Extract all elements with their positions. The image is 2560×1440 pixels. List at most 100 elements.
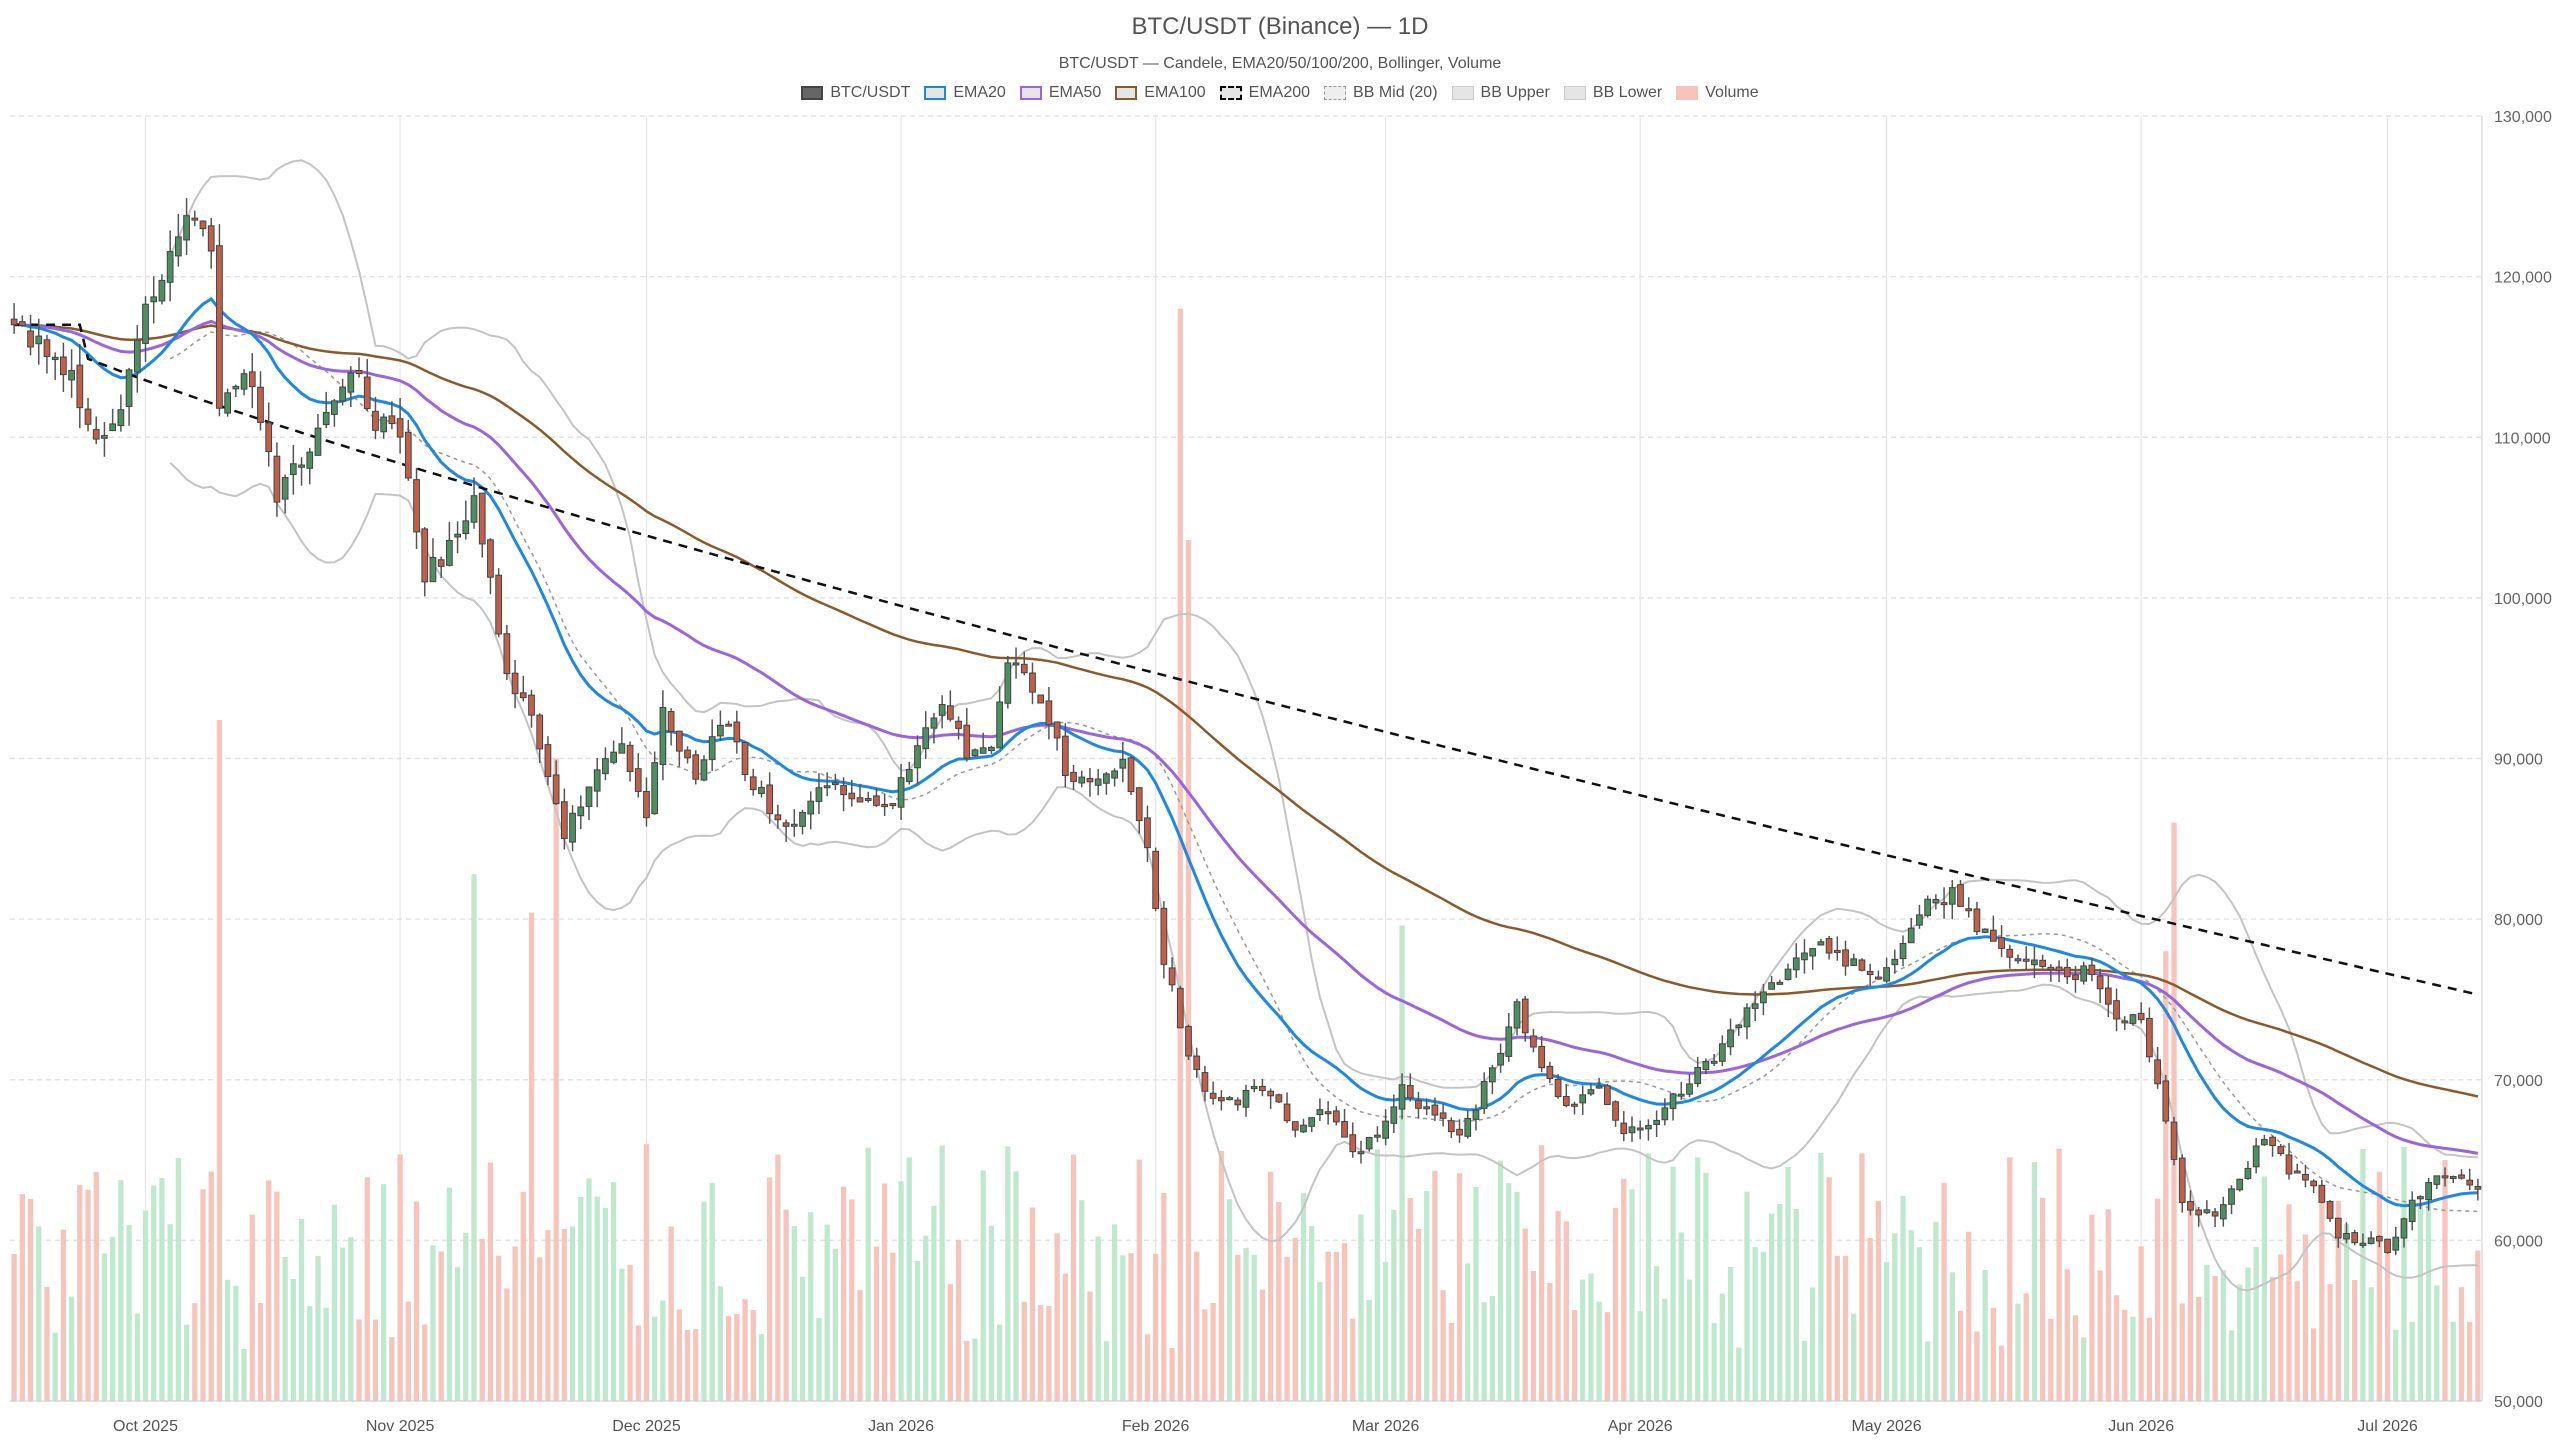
candle	[1874, 970, 1882, 980]
candle	[1940, 887, 1948, 919]
volume-bar	[1448, 1322, 1454, 1401]
candle-body	[2178, 1157, 2186, 1203]
candle-body	[273, 455, 281, 503]
volume-bar	[77, 1185, 83, 1401]
candle	[125, 367, 133, 426]
candle	[1193, 1047, 1201, 1078]
candle-body	[2137, 1012, 2145, 1021]
candle-body	[396, 418, 404, 438]
x-tick-label: Oct 2025	[113, 1418, 178, 1435]
volume-bar	[2442, 1159, 2448, 1401]
candle-body	[1907, 927, 1915, 944]
volume-bar	[479, 1239, 485, 1401]
volume-bar	[1563, 1221, 1569, 1401]
volume-bar	[767, 1177, 773, 1401]
legend-item-volume[interactable]: Volume	[1676, 84, 1759, 102]
candle-body	[708, 736, 716, 761]
candle	[92, 416, 100, 445]
ema50-line	[14, 319, 2479, 1155]
candle	[577, 795, 585, 830]
chart-subtitle: BTC/USDT — Candele, EMA20/50/100/200, Bo…	[1058, 55, 1502, 72]
volume-bar	[2286, 1204, 2292, 1401]
volume-bar	[1834, 1255, 1840, 1401]
candle-body	[2466, 1179, 2474, 1186]
legend-item-bb-lower[interactable]: BB Lower	[1563, 84, 1662, 102]
volume-bar	[1703, 1172, 1709, 1401]
candle	[1415, 1091, 1422, 1119]
volume-bar	[249, 1214, 255, 1401]
volume-bar	[660, 1300, 666, 1401]
candle	[1398, 1073, 1406, 1120]
volume-bar	[2015, 1303, 2021, 1401]
volume-bar	[2475, 1250, 2481, 1401]
candle-body	[2326, 1200, 2334, 1219]
candle-body	[643, 790, 650, 819]
volume-bar	[1933, 1221, 1939, 1401]
candle-body	[2006, 948, 2014, 958]
candle-body	[1521, 998, 1529, 1034]
volume-bar	[1883, 1262, 1890, 1401]
candle	[1891, 949, 1899, 974]
candle	[1513, 998, 1521, 1036]
candle	[758, 780, 765, 798]
legend-item-bb-upper[interactable]: BB Upper	[1451, 84, 1550, 102]
volume-bar	[1645, 1153, 1652, 1401]
volume-bar	[274, 1191, 280, 1401]
candle	[1291, 1121, 1299, 1138]
candle	[766, 772, 774, 824]
candle-body	[1669, 1093, 1677, 1109]
legend-item-btc-usdt[interactable]: BTC/USDT	[801, 84, 910, 102]
candle-body	[1661, 1107, 1669, 1121]
volume-bar	[2130, 1316, 2136, 1401]
legend-item-bb-mid-20[interactable]: BB Mid (20)	[1324, 84, 1438, 102]
volume-bar	[1325, 1251, 1331, 1401]
candle	[487, 538, 494, 595]
legend-swatch	[1451, 86, 1474, 100]
volume-bar	[1810, 1287, 1816, 1401]
candle-body	[380, 416, 388, 433]
candle-body	[2187, 1200, 2194, 1211]
candle-body	[618, 743, 626, 754]
candle	[1924, 895, 1932, 918]
candle-body	[2252, 1145, 2260, 1168]
volume-bar	[1695, 1157, 1701, 1401]
candle-body	[1415, 1099, 1422, 1109]
candle-body	[684, 749, 691, 759]
candle	[478, 492, 486, 558]
candle-body	[339, 386, 346, 402]
candle-body	[404, 431, 412, 479]
volume-bar	[315, 1255, 321, 1401]
candle-body	[2195, 1209, 2203, 1216]
candle	[76, 343, 84, 429]
volume-bar	[561, 1229, 567, 1401]
volume-bar	[816, 1317, 822, 1401]
candle-body	[2104, 987, 2112, 1005]
candle-body	[1833, 949, 1841, 953]
legend-item-ema100[interactable]: EMA100	[1115, 84, 1206, 102]
volume-bar	[1826, 1177, 1832, 1401]
candle	[2146, 1007, 2153, 1063]
candle-body	[1365, 1136, 1373, 1150]
volume-bar	[2056, 1148, 2062, 1401]
candle	[306, 447, 314, 485]
grid-lines	[10, 115, 2482, 1402]
legend-item-ema20[interactable]: EMA20	[924, 84, 1006, 102]
candle	[2392, 1226, 2400, 1256]
legend-item-ema50[interactable]: EMA50	[1019, 84, 1101, 102]
candle	[207, 217, 215, 269]
volume-bar	[27, 1198, 34, 1401]
candle-body	[372, 410, 379, 431]
candle	[1119, 742, 1127, 783]
candle	[495, 568, 503, 638]
legend-item-ema200[interactable]: EMA200	[1219, 84, 1310, 102]
candle-body	[1850, 958, 1858, 967]
candle	[339, 378, 346, 406]
volume-bar	[2360, 1148, 2366, 1401]
chart-legend: BTC/USDT EMA20 EMA50 EMA100 EMA200 BB Mid (20…	[0, 84, 2560, 102]
candle	[1899, 935, 1907, 967]
volume-bar	[1629, 1189, 1635, 1401]
y-tick-label: 120,000	[2494, 270, 2552, 287]
volume-bar	[1662, 1298, 1668, 1401]
volume-bar	[2113, 1295, 2120, 1401]
candle-body	[2170, 1121, 2178, 1160]
